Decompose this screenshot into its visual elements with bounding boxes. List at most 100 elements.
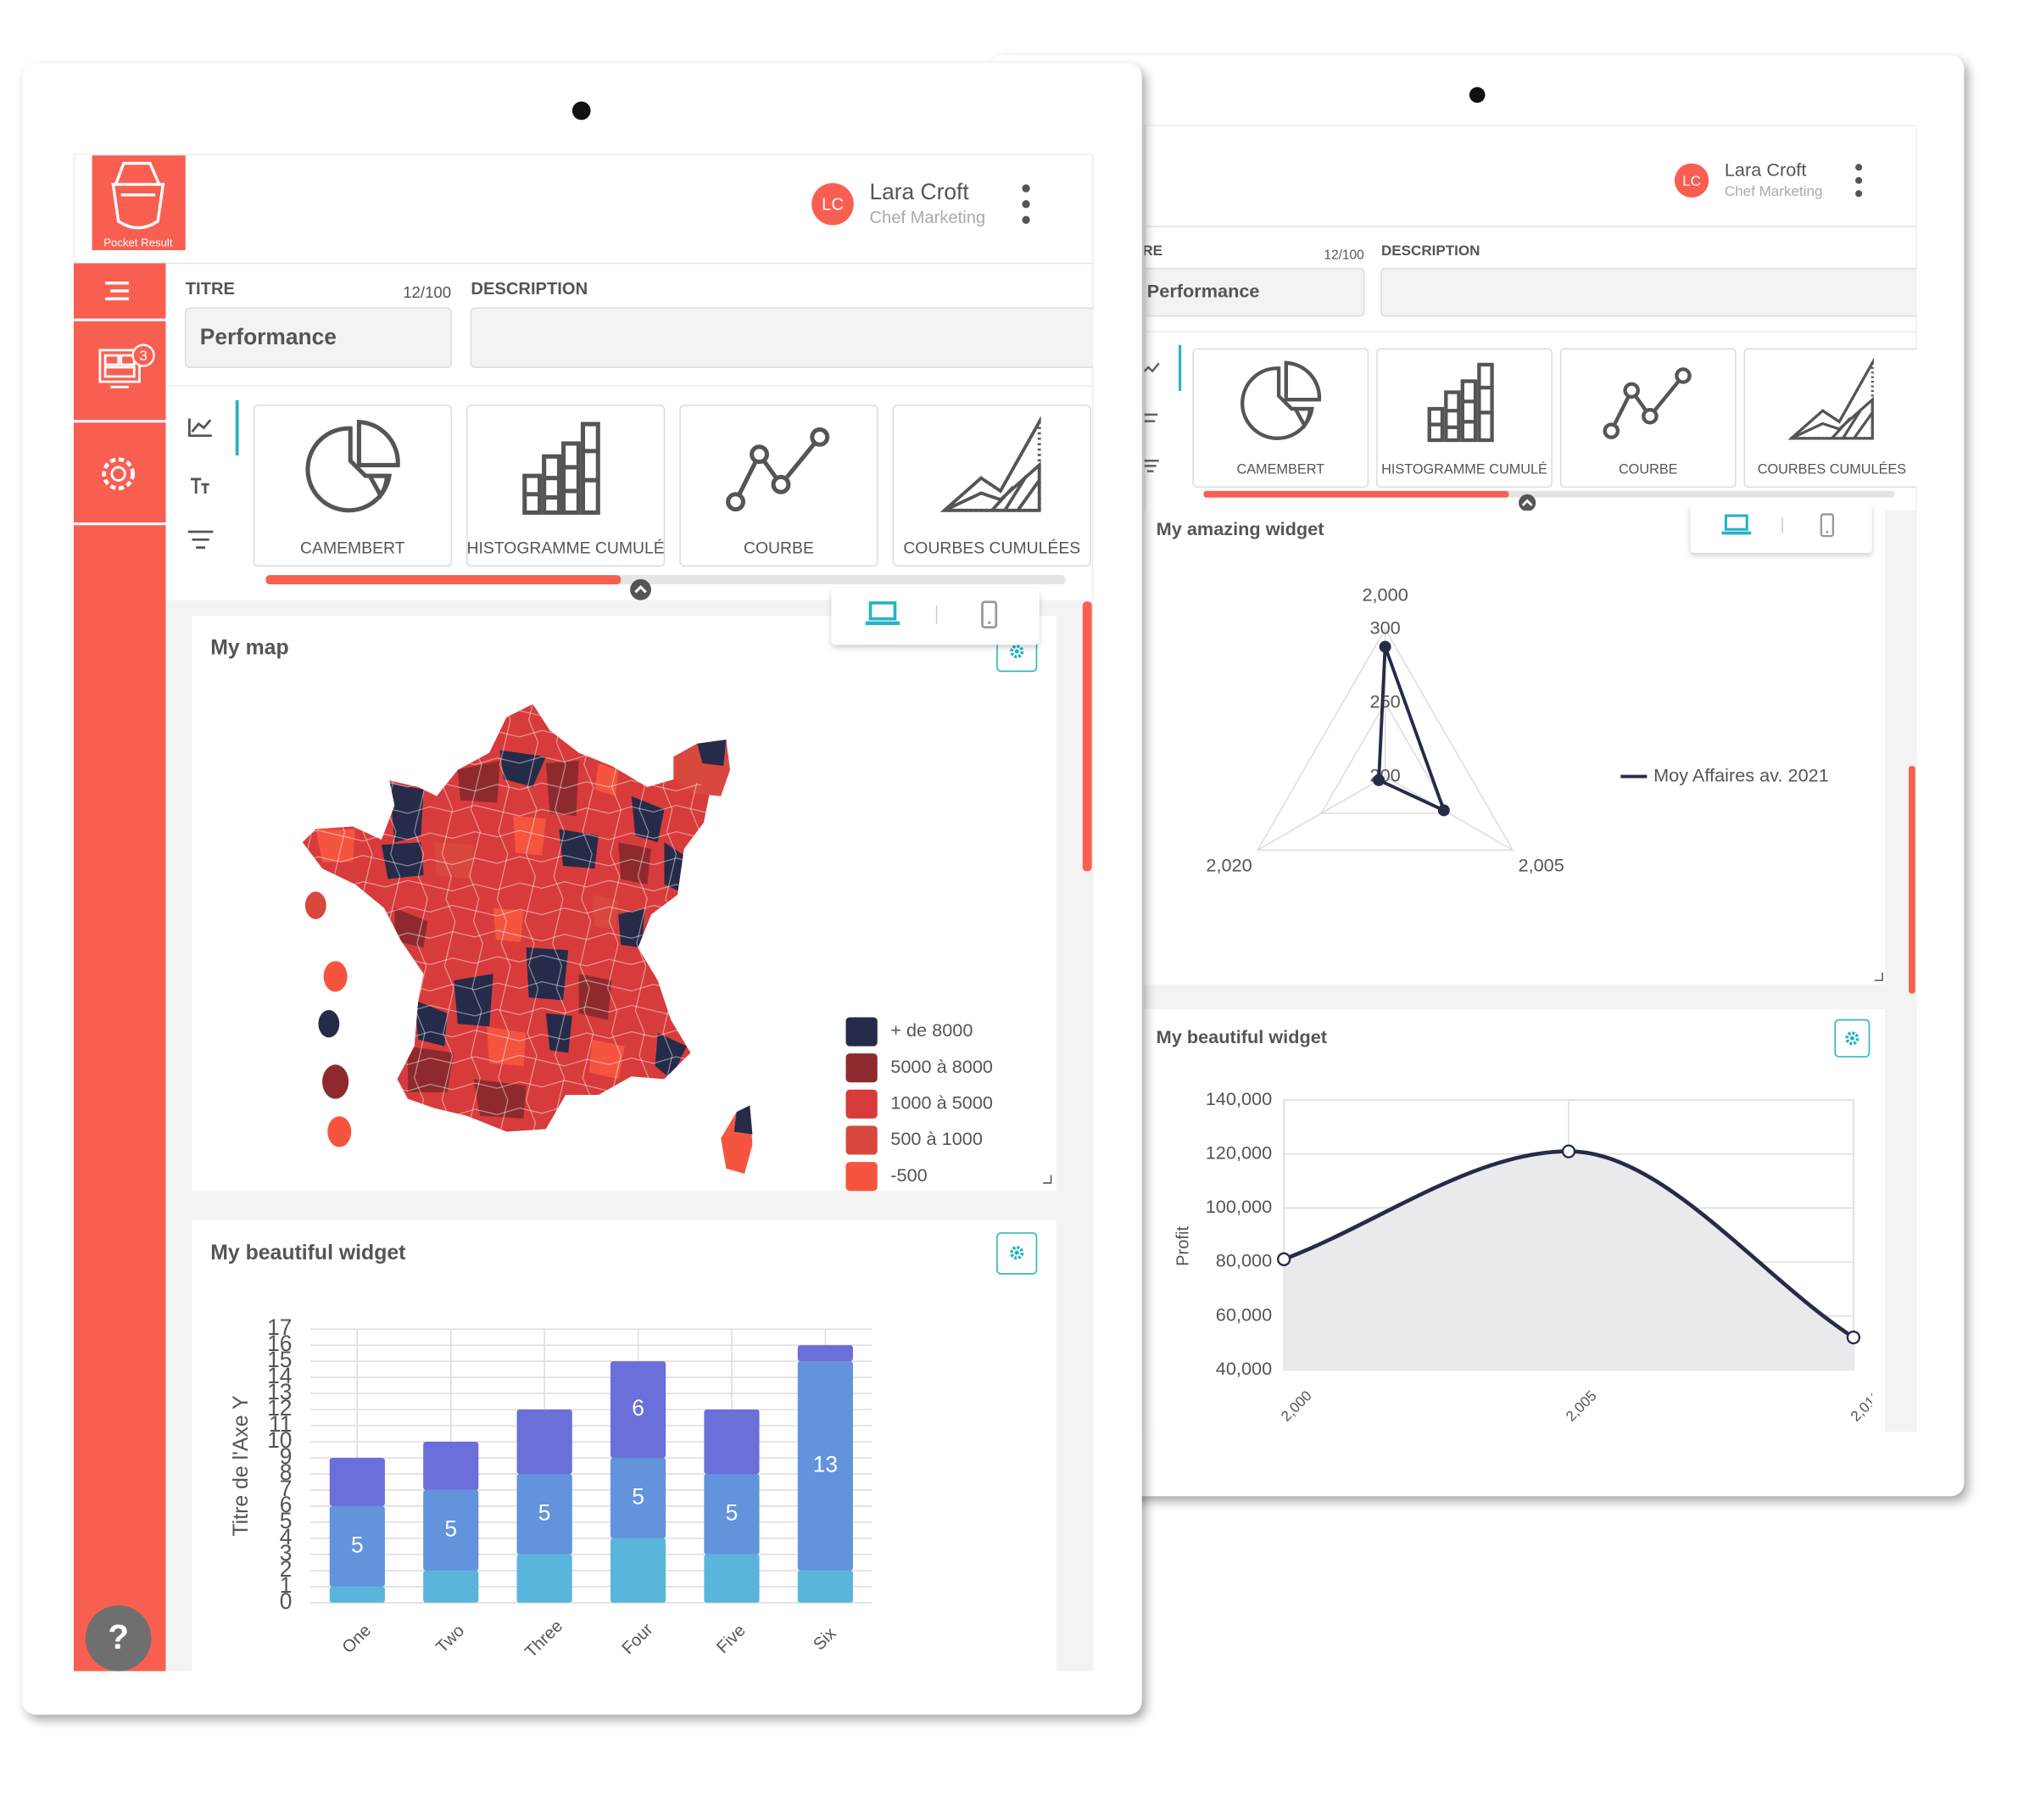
- dashboard-icon[interactable]: [98, 349, 141, 388]
- title-input[interactable]: [1121, 267, 1365, 317]
- legend-swatch: [845, 1017, 878, 1047]
- resize-handle[interactable]: [1043, 1175, 1052, 1184]
- data-label: 6: [632, 1395, 644, 1421]
- y-tick-label: 1: [280, 1572, 293, 1598]
- category-label: 2,005: [1519, 855, 1564, 876]
- scrollbar[interactable]: [1909, 766, 1915, 994]
- chart-type-label: COURBES CUMULÉES: [903, 538, 1080, 557]
- kebab-menu[interactable]: [1022, 184, 1030, 224]
- right-tablet: LC Lara Croft Chef Marketing TITRE 12/10…: [989, 55, 1965, 1497]
- chart-type-list: CAMEMBERT HISTOGRAMME CUMULÉ COURBE COURBES…: [253, 405, 1091, 567]
- title-counter: 12/100: [1324, 248, 1364, 262]
- menu-icon[interactable]: [105, 282, 130, 301]
- y-tick-label: 9: [280, 1443, 293, 1469]
- legend-label: -500: [890, 1164, 927, 1186]
- avatar-initials: LC: [822, 196, 844, 215]
- region-border: [302, 854, 711, 867]
- bar-segment: [610, 1361, 666, 1458]
- widget-title: My map: [210, 637, 288, 660]
- side-icon: [1144, 362, 1160, 373]
- map-region: [631, 796, 665, 843]
- map-region: [559, 829, 599, 869]
- legend-swatch: [845, 1053, 878, 1083]
- y-axis-title: Titre de l'Axe Y: [230, 1395, 253, 1536]
- description-label: DESCRIPTION: [471, 280, 588, 299]
- device-toggle: [831, 588, 1040, 645]
- active-indicator: [235, 399, 239, 455]
- chart-type-label: CAMEMBERT: [300, 539, 405, 557]
- scrollbar[interactable]: [1082, 601, 1092, 872]
- description-input[interactable]: [470, 307, 1102, 368]
- avatar[interactable]: [811, 182, 854, 226]
- kebab-menu: [1855, 164, 1863, 171]
- y-tick-label: 14: [267, 1363, 292, 1388]
- resize-handle[interactable]: [1874, 972, 1883, 981]
- map-region: [323, 961, 348, 992]
- y-tick-label: 0: [280, 1588, 293, 1614]
- collapse-button[interactable]: [1519, 494, 1536, 511]
- kebab-menu: [1855, 176, 1863, 184]
- side-icon: [188, 418, 212, 438]
- category-label: 2,020: [1206, 855, 1252, 876]
- y-tick-label: 40,000: [1216, 1358, 1272, 1379]
- right-screen: LC Lara Croft Chef Marketing TITRE 12/10…: [1121, 125, 1934, 1432]
- kebab-menu[interactable]: [1855, 164, 1863, 198]
- region-border: [579, 704, 594, 1132]
- radar-point: [1373, 773, 1385, 786]
- chart-type-list: CAMEMBERT HISTOGRAMME CUMULÉ COURBE COURBES…: [1192, 348, 1919, 488]
- map-region: [381, 842, 424, 879]
- collapse-chevron: [1521, 499, 1533, 506]
- y-tick-label: 80,000: [1216, 1250, 1272, 1271]
- chart-type-label: HISTOGRAMME CUMULÉ: [466, 538, 664, 557]
- collapse-chevron: [634, 584, 647, 594]
- settings-icon[interactable]: [102, 457, 136, 491]
- y-tick-label: 3: [280, 1540, 293, 1566]
- area: [1284, 1151, 1854, 1371]
- map-region: [414, 1000, 448, 1047]
- y-tick-label: 15: [267, 1347, 292, 1372]
- dashboard-icon: [103, 366, 136, 378]
- side-icon: [191, 419, 212, 433]
- legend-swatch: [845, 1125, 878, 1155]
- notification-count: 3: [139, 348, 147, 364]
- map-region: [733, 1105, 753, 1135]
- map-region: [513, 816, 546, 856]
- title-input[interactable]: [184, 307, 452, 368]
- map-region: [322, 1064, 349, 1099]
- device-toggle: [831, 588, 1040, 645]
- bar-segment: [423, 1489, 479, 1571]
- chart-type-card[interactable]: [1192, 348, 1369, 488]
- y-tick-label: 120,000: [1206, 1142, 1272, 1164]
- region-border: [607, 704, 622, 1132]
- data-label: 5: [351, 1532, 364, 1557]
- logo[interactable]: [92, 155, 186, 250]
- chart-type-label: COURBE: [744, 539, 814, 557]
- chart-type-card[interactable]: [1743, 348, 1919, 488]
- description-input[interactable]: [1380, 267, 1934, 317]
- avatar[interactable]: [1674, 163, 1709, 198]
- region-border: [551, 704, 566, 1132]
- map-region: [618, 842, 651, 885]
- help-button[interactable]: [85, 1605, 152, 1672]
- legend-label: 500 à 1000: [890, 1128, 983, 1149]
- bar-segment: [704, 1554, 760, 1603]
- map-region: [457, 760, 500, 803]
- bar-segment: [797, 1361, 853, 1571]
- category-label: 2,000: [1362, 584, 1408, 606]
- map-region: [578, 974, 612, 1020]
- widget-title: My amazing widget: [1157, 518, 1324, 539]
- side-icon[interactable]: [187, 418, 214, 549]
- map-region: [618, 907, 645, 948]
- widget-card: [1144, 511, 1886, 985]
- map-region: [487, 1026, 527, 1066]
- title-label: TITRE: [186, 280, 235, 299]
- bar-segment: [797, 1345, 853, 1362]
- chart-type-card[interactable]: [253, 405, 452, 567]
- y-axis-title: Profit: [1174, 1225, 1193, 1265]
- collapse-button[interactable]: [630, 578, 651, 600]
- user-role: Chef Marketing: [869, 209, 985, 227]
- bar-segment: [704, 1410, 760, 1474]
